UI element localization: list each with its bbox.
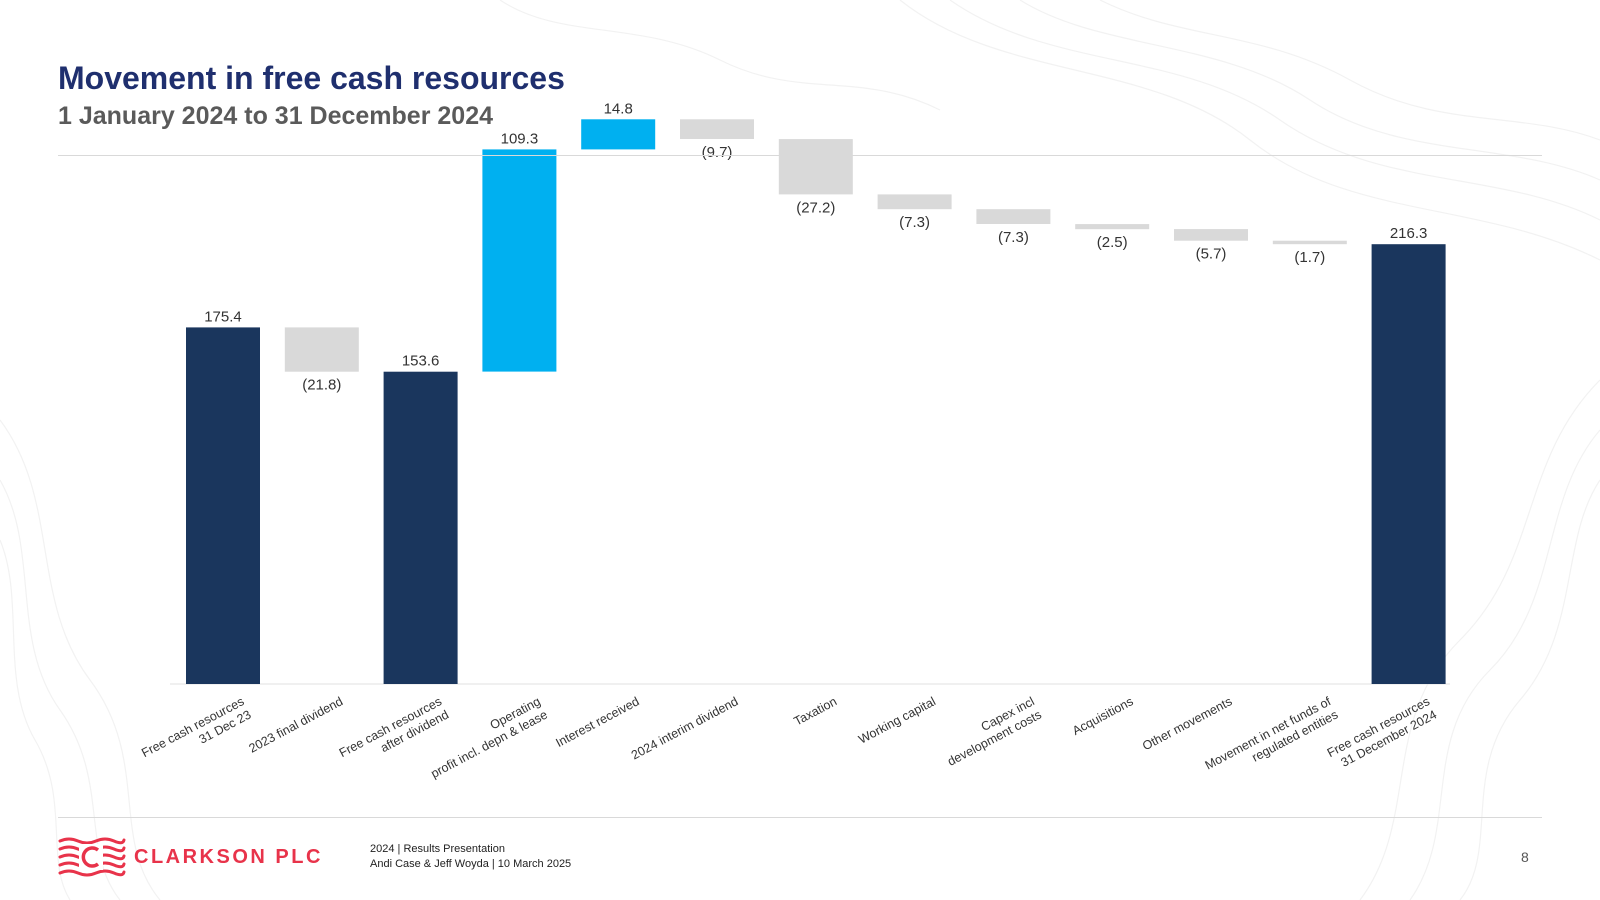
category-label: Other movements xyxy=(1140,694,1234,753)
footer-divider xyxy=(58,817,1542,818)
page-number: 8 xyxy=(1521,849,1529,865)
slide-subtitle: 1 January 2024 to 31 December 2024 xyxy=(58,102,493,130)
waterfall-bar xyxy=(383,371,458,684)
bar-value-label: (21.8) xyxy=(302,377,341,394)
slide-title: Movement in free cash resources xyxy=(58,60,565,96)
category-label: Interest received xyxy=(553,694,641,750)
bar-value-label: (9.7) xyxy=(702,144,733,161)
bar-value-label: 153.6 xyxy=(402,353,440,370)
bar-value-label: 175.4 xyxy=(204,308,242,325)
waterfall-bar xyxy=(186,327,260,684)
waterfall-bar xyxy=(1075,224,1150,230)
waterfall-bar xyxy=(976,209,1051,224)
footer-line-presenters: Andi Case & Jeff Woyda | 10 March 2025 xyxy=(370,858,572,870)
waterfall-bar xyxy=(778,139,853,195)
bar-value-label: (1.7) xyxy=(1294,249,1325,266)
footer-presentation-info: 2024 | Results Presentation Andi Case & … xyxy=(370,842,571,872)
waterfall-bar xyxy=(680,119,754,139)
category-label: 2024 interim dividend xyxy=(629,694,741,762)
category-label: Free cash resources31 Dec 23 xyxy=(139,694,253,773)
category-label: Working capital xyxy=(856,694,938,746)
bar-value-label: (2.5) xyxy=(1097,234,1128,251)
waterfall-bar xyxy=(877,194,952,210)
bar-value-label: (7.3) xyxy=(998,229,1029,246)
bar-value-label: (7.3) xyxy=(899,214,930,231)
footer-line-event: 2024 | Results Presentation xyxy=(370,843,505,855)
category-label: 2023 final dividend xyxy=(247,694,346,755)
bar-value-label: 14.8 xyxy=(604,100,633,117)
waterfall-bar xyxy=(284,327,359,372)
category-label: Acquisitions xyxy=(1070,694,1135,738)
waterfall-bar xyxy=(1371,244,1446,684)
header-divider xyxy=(58,155,1542,156)
category-label: Capex incldevelopment costs xyxy=(938,694,1044,769)
category-label: Free cash resourcesafter dividend xyxy=(337,694,451,773)
waterfall-bar xyxy=(1272,240,1347,245)
bar-value-label: (27.2) xyxy=(796,199,835,216)
bar-value-label: (5.7) xyxy=(1196,246,1227,263)
waterfall-bar xyxy=(581,119,656,150)
waterfall-bar xyxy=(1174,229,1248,241)
brand-name: CLARKSON PLC xyxy=(134,845,323,868)
category-label: Free cash resources31 December 2024 xyxy=(1325,694,1439,773)
clarkson-logo: CLARKSON PLC xyxy=(58,836,323,878)
clarksons-waves-logo-icon xyxy=(58,837,126,877)
bar-value-label: 109.3 xyxy=(501,130,539,147)
waterfall-bar xyxy=(482,149,557,372)
bar-value-label: 216.3 xyxy=(1390,225,1428,242)
category-label: Taxation xyxy=(792,694,840,728)
